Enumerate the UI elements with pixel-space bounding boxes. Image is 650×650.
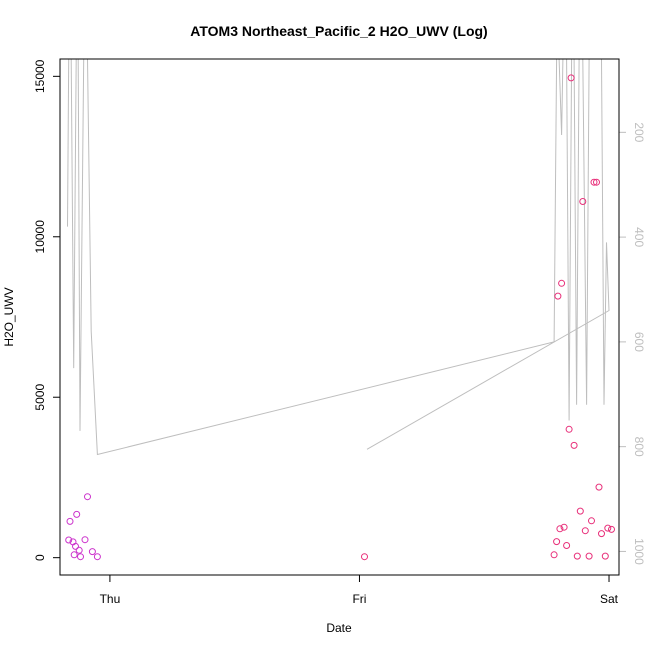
data-point (588, 517, 595, 525)
data-point (65, 536, 73, 544)
data-point (77, 553, 84, 561)
data-point (593, 178, 600, 186)
y-tick-label: 15000 (33, 59, 47, 93)
data-point (88, 548, 96, 556)
data-point (567, 74, 575, 82)
points-layer (65, 74, 615, 561)
data-point (585, 552, 593, 560)
data-point (75, 546, 83, 554)
right-tick-label: 200 (632, 122, 646, 142)
data-point (581, 527, 589, 535)
data-point (554, 292, 562, 300)
x-tick-label: Sat (600, 592, 619, 606)
data-point (556, 525, 564, 533)
y-tick-label: 10000 (33, 220, 47, 254)
pressure-line (67, 59, 610, 456)
data-point (72, 542, 79, 550)
data-point (361, 553, 368, 561)
data-point (608, 525, 615, 533)
data-point (573, 552, 581, 560)
data-point (81, 536, 89, 544)
x-axis-label: Date (326, 621, 352, 635)
right-tick-label: 400 (632, 227, 646, 247)
data-point (576, 507, 584, 515)
y-tick-label: 0 (33, 554, 47, 561)
data-point (553, 538, 561, 546)
data-point (84, 493, 91, 501)
data-point (601, 552, 609, 560)
data-point (560, 523, 568, 531)
data-point (565, 425, 573, 433)
data-point (550, 551, 558, 559)
right-tick-label: 600 (632, 332, 646, 352)
right-tick-label: 800 (632, 437, 646, 457)
x-tick-label: Fri (352, 592, 366, 606)
plot-frame (59, 58, 620, 576)
data-point (93, 553, 101, 561)
y-tick-label: 5000 (33, 384, 47, 411)
pressure-line-layer (67, 59, 610, 456)
x-tick-label: Thu (100, 592, 121, 606)
data-point (590, 178, 598, 186)
data-point (579, 198, 587, 205)
data-point (595, 483, 603, 491)
data-point (570, 441, 578, 449)
data-point (563, 542, 571, 549)
data-point (66, 517, 74, 525)
data-point (70, 551, 78, 559)
data-point (558, 279, 566, 287)
data-point (598, 530, 605, 538)
y-axis-label: H2O_UWV (2, 287, 16, 346)
right-tick-label: 1000 (632, 538, 646, 565)
data-point (73, 510, 81, 518)
data-point (604, 524, 612, 532)
chart-title: ATOM3 Northeast_Pacific_2 H2O_UWV (Log) (190, 23, 487, 39)
